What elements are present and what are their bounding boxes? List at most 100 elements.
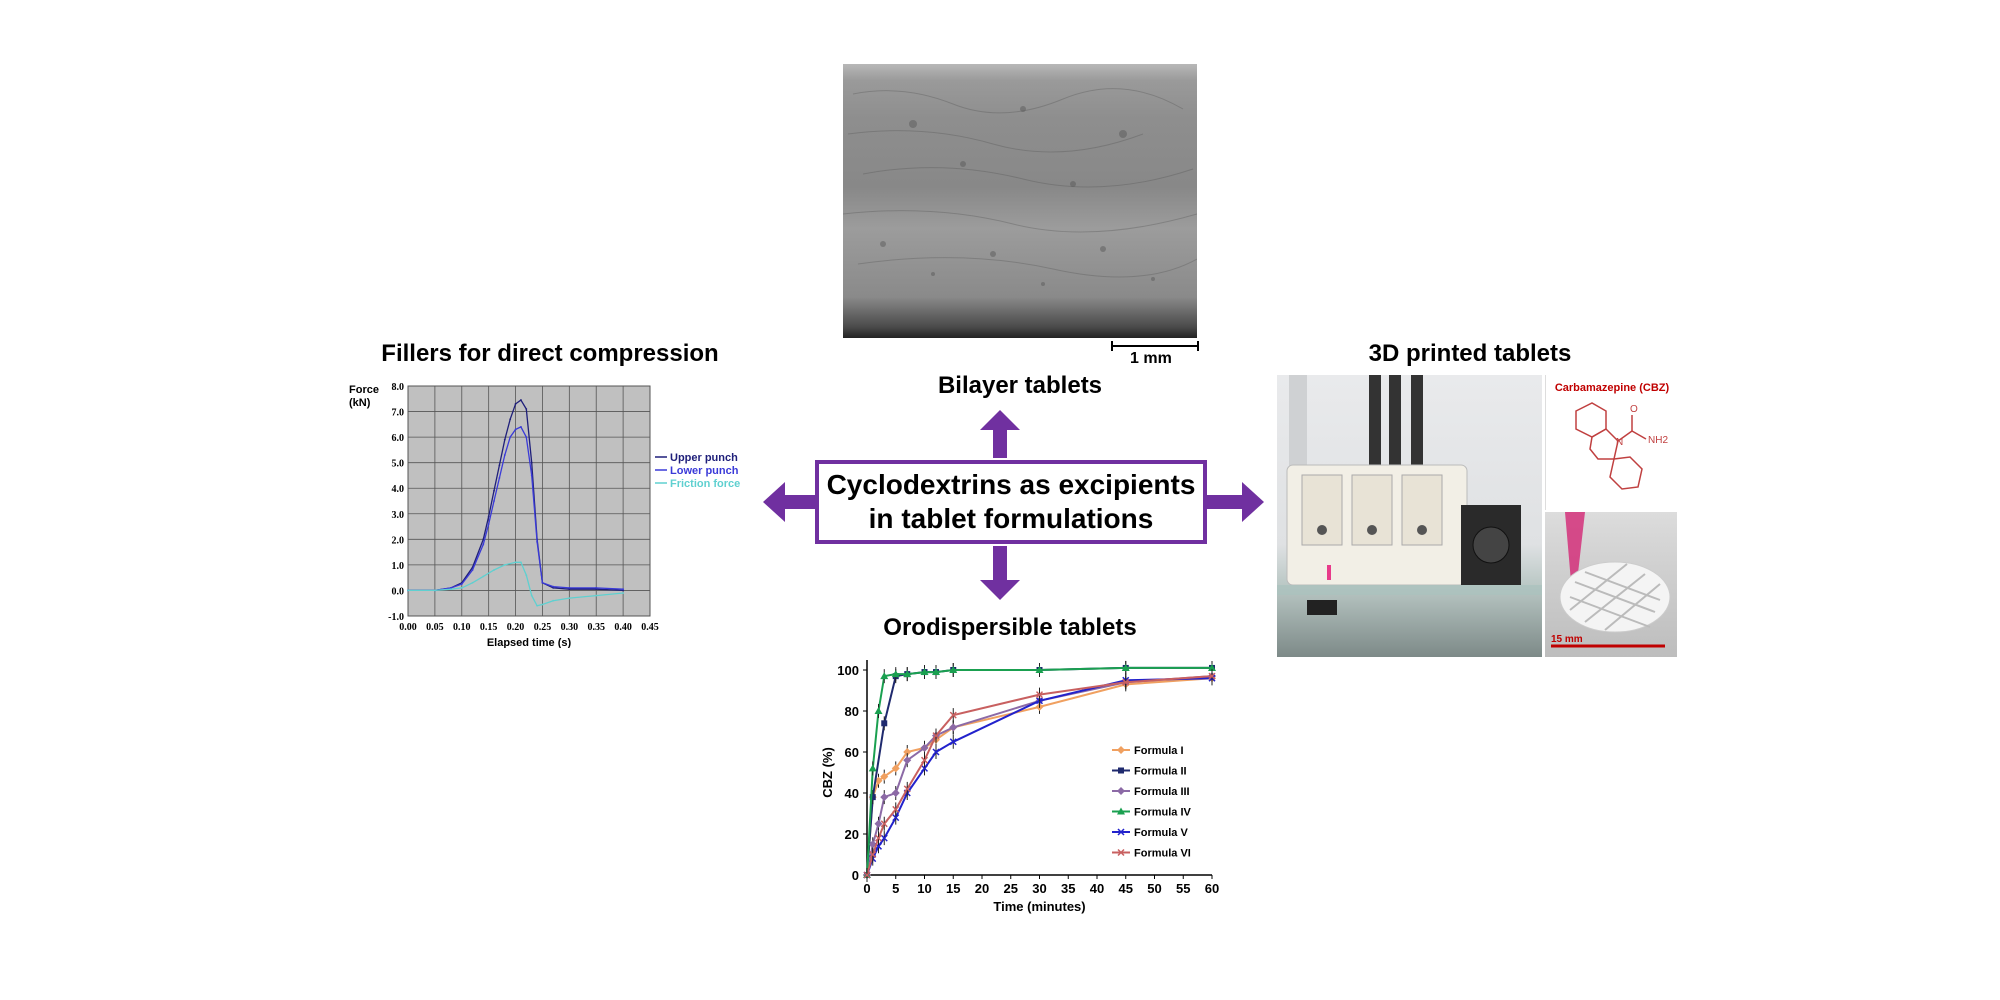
data-point bbox=[503, 438, 506, 441]
data-point bbox=[482, 575, 485, 578]
data-point bbox=[1208, 663, 1216, 671]
data-point bbox=[482, 538, 485, 541]
data-point bbox=[520, 399, 522, 401]
y-tick-label: 7.0 bbox=[392, 408, 405, 419]
y-tick-label: 0.0 bbox=[392, 586, 405, 597]
x-tick-label: 0.05 bbox=[426, 622, 444, 633]
printed-grid-photo: 15 mm bbox=[1545, 512, 1677, 657]
x-axis-label: Elapsed time (s) bbox=[487, 637, 572, 648]
sem-image bbox=[843, 64, 1197, 338]
legend-label: Formula V bbox=[1134, 827, 1188, 839]
central-title-line2: in tablet formulations bbox=[868, 503, 1154, 534]
data-point bbox=[880, 834, 888, 842]
data-point bbox=[471, 569, 474, 571]
data-point bbox=[525, 574, 528, 577]
data-point bbox=[880, 793, 889, 802]
legend-label: Formula VI bbox=[1134, 848, 1191, 860]
x-tick-label: 25 bbox=[1004, 881, 1018, 896]
dissolution-chart: 0 5 10 15 20 25 30 35 40 45 50 55 60 100 80 60 40 20 0 Time… bbox=[820, 660, 1219, 914]
x-tick-label: 0.45 bbox=[641, 622, 659, 633]
x-tick-label: 0.30 bbox=[561, 622, 579, 633]
data-point bbox=[920, 743, 929, 752]
data-point bbox=[920, 668, 929, 676]
data-point bbox=[891, 670, 900, 678]
data-point bbox=[891, 789, 900, 797]
data-point bbox=[493, 569, 495, 571]
atom-o: O bbox=[1630, 404, 1638, 415]
data-point bbox=[868, 764, 877, 772]
x-tick-label: 50 bbox=[1147, 881, 1161, 896]
arrow-right bbox=[1207, 482, 1264, 522]
x-tick-label: 0 bbox=[863, 881, 870, 896]
data-point bbox=[932, 748, 940, 756]
data-point bbox=[595, 588, 598, 591]
data-point bbox=[471, 581, 474, 584]
central-title-line1: Cyclodextrins as excipients bbox=[826, 469, 1196, 500]
data-point bbox=[874, 707, 883, 714]
molecule-panel: Carbamazepine (CBZ) O N NH2 bbox=[1545, 375, 1678, 510]
data-point bbox=[487, 523, 490, 525]
data-point bbox=[482, 543, 485, 546]
data-point bbox=[892, 805, 900, 813]
print-scale-label: 15 mm bbox=[1551, 634, 1583, 645]
data-point bbox=[525, 408, 528, 410]
x-tick-label: 0.00 bbox=[399, 622, 417, 633]
data-point bbox=[1121, 663, 1130, 671]
data-point bbox=[460, 586, 463, 589]
legend-label: Formula I bbox=[1134, 745, 1184, 757]
data-point bbox=[869, 850, 877, 859]
data-point bbox=[1118, 767, 1124, 774]
x-tick-label: 5 bbox=[892, 881, 899, 896]
data-point bbox=[433, 589, 436, 592]
data-point bbox=[552, 586, 555, 589]
arrow-left bbox=[763, 482, 815, 522]
data-point bbox=[949, 711, 957, 719]
y-tick-label: -1.0 bbox=[388, 612, 404, 623]
printer-photo bbox=[1277, 375, 1542, 657]
data-point bbox=[863, 871, 871, 879]
series-line-formula-vi bbox=[866, 675, 1213, 876]
odt-title: Orodispersible tablets bbox=[883, 614, 1137, 641]
atom-n: N bbox=[1616, 437, 1623, 448]
data-point bbox=[407, 589, 409, 592]
data-point bbox=[880, 672, 889, 680]
data-point bbox=[552, 599, 555, 602]
data-point bbox=[874, 819, 883, 828]
data-point bbox=[949, 738, 957, 746]
data-point bbox=[520, 425, 522, 428]
x-axis-label: Time (minutes) bbox=[993, 899, 1085, 914]
data-point bbox=[450, 586, 452, 589]
y-tick-label: 4.0 bbox=[392, 484, 405, 495]
data-point bbox=[920, 756, 929, 764]
x-tick-label: 0.15 bbox=[480, 622, 498, 633]
data-point bbox=[520, 561, 522, 564]
data-point bbox=[949, 723, 958, 732]
y-tick-label: 3.0 bbox=[392, 510, 405, 521]
data-point bbox=[509, 436, 512, 439]
x-tick-label: 0.10 bbox=[453, 622, 471, 633]
sem-scale-bar bbox=[1111, 341, 1199, 351]
x-tick-label: 30 bbox=[1032, 881, 1046, 896]
y-tick-label: 0 bbox=[852, 868, 859, 883]
y-tick-label: 20 bbox=[845, 827, 859, 842]
series-line-formula-v bbox=[866, 677, 1213, 876]
data-point bbox=[568, 588, 571, 591]
legend-label: Lower punch bbox=[670, 465, 739, 477]
y-tick-label: 100 bbox=[837, 663, 859, 678]
data-point bbox=[1117, 828, 1125, 836]
central-title-box: Cyclodextrins as excipients in tablet fo… bbox=[815, 460, 1207, 544]
data-point bbox=[530, 461, 533, 464]
data-point bbox=[891, 764, 900, 773]
molecule-label: Carbamazepine (CBZ) bbox=[1555, 382, 1670, 394]
data-point bbox=[530, 474, 533, 477]
data-point bbox=[493, 489, 495, 492]
fillers-title: Fillers for direct compression bbox=[381, 340, 719, 367]
data-point bbox=[541, 581, 544, 584]
data-point bbox=[536, 604, 538, 607]
data-point bbox=[903, 748, 912, 756]
x-tick-label: 0.20 bbox=[507, 622, 525, 633]
series-line-formula-iv bbox=[866, 666, 1212, 876]
x-tick-label: 15 bbox=[946, 881, 960, 896]
y-tick-label: 5.0 bbox=[392, 459, 405, 470]
